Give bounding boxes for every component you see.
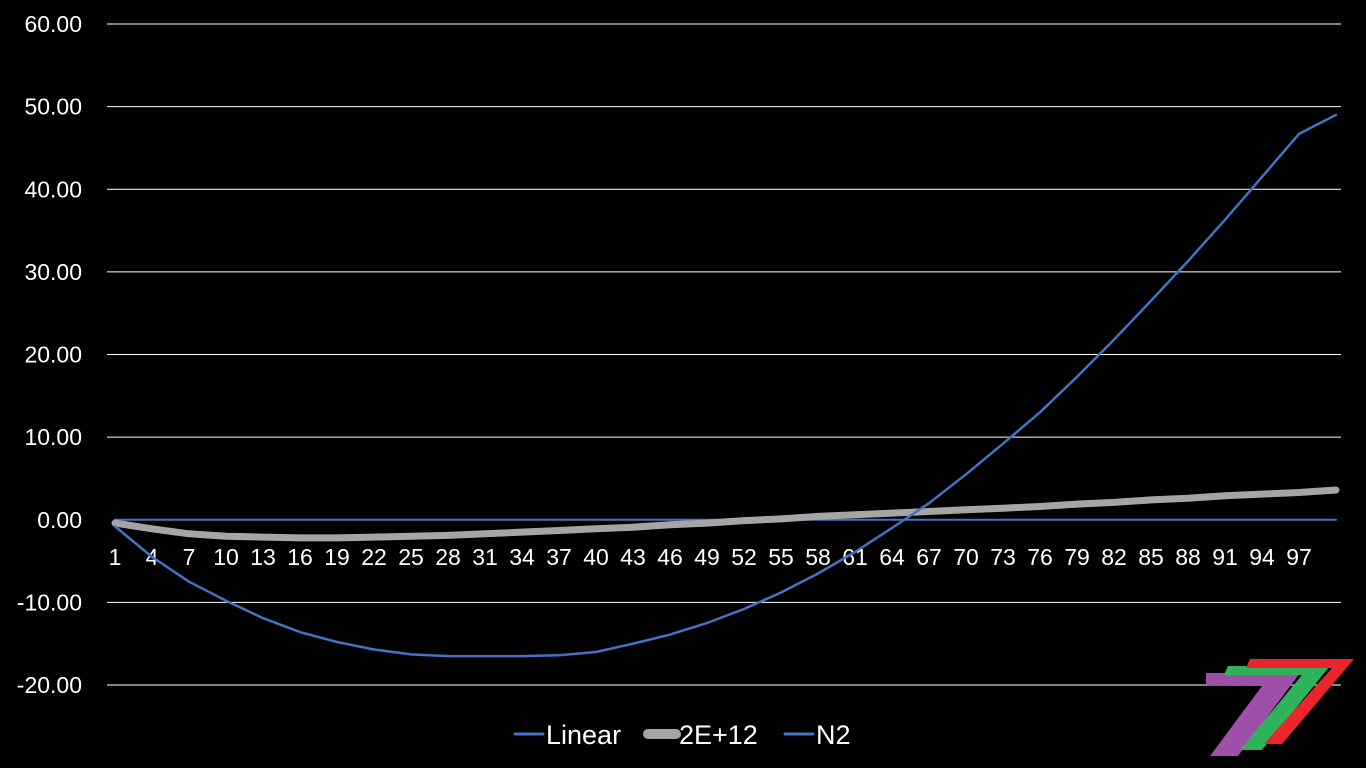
logo-purple-stripe: [1206, 673, 1300, 756]
series-lines: [111, 113, 1340, 658]
y-tick-label: 30.00: [24, 259, 82, 285]
legend-label: Linear: [546, 720, 621, 750]
x-tick-label: 22: [361, 544, 387, 570]
brand-logo: [1206, 659, 1354, 756]
gridlines: [107, 23, 1341, 686]
y-tick-label: 50.00: [24, 94, 82, 120]
x-tick-label: 64: [879, 544, 905, 570]
x-tick-label: 73: [990, 544, 1016, 570]
x-tick-label: 37: [546, 544, 572, 570]
y-tick-label: 0.00: [37, 507, 82, 533]
x-tick-label: 88: [1175, 544, 1201, 570]
legend-label: 2E+12: [679, 720, 758, 750]
x-tick-label: 85: [1138, 544, 1164, 570]
x-tick-label: 82: [1101, 544, 1127, 570]
legend-label: N2: [816, 720, 851, 750]
logo-green-stripe: [1224, 666, 1330, 750]
y-tick-label: 10.00: [24, 424, 82, 450]
x-tick-label: 43: [620, 544, 646, 570]
y-tick-label: 60.00: [24, 11, 82, 37]
x-tick-label: 55: [768, 544, 794, 570]
x-tick-label: 49: [694, 544, 720, 570]
x-tick-label: 7: [183, 544, 196, 570]
x-tick-label: 31: [472, 544, 498, 570]
series-line-1: [111, 486, 1340, 542]
x-tick-label: 34: [509, 544, 535, 570]
x-tick-label: 28: [435, 544, 461, 570]
x-tick-label: 13: [250, 544, 276, 570]
y-tick-label: -10.00: [17, 589, 82, 615]
x-tick-label: 40: [583, 544, 609, 570]
x-tick-label: 79: [1064, 544, 1090, 570]
x-tick-label: 19: [324, 544, 350, 570]
y-tick-label: 20.00: [24, 342, 82, 368]
x-tick-label: 25: [398, 544, 424, 570]
x-tick-label: 91: [1212, 544, 1238, 570]
x-tick-label: 58: [805, 544, 831, 570]
y-tick-label: -20.00: [17, 672, 82, 698]
x-tick-label: 97: [1286, 544, 1312, 570]
x-tick-label: 70: [953, 544, 979, 570]
y-axis-tick-labels: 60.00 50.00 40.00 30.00 20.00 10.00 0.00 -10.00…: [17, 11, 82, 698]
series-line-2: [113, 113, 1338, 658]
x-tick-label: 46: [657, 544, 683, 570]
x-tick-label: 16: [287, 544, 313, 570]
x-tick-label: 10: [213, 544, 239, 570]
x-tick-label: 1: [109, 544, 122, 570]
y-tick-label: 40.00: [24, 176, 82, 202]
x-axis-tick-labels: 1 4 7 10 13 16 19 22 25 28 31 34 37 40 43 46 49 52 55 58 61 6…: [109, 544, 1312, 570]
x-tick-label: 52: [731, 544, 757, 570]
x-tick-label: 67: [916, 544, 942, 570]
x-tick-label: 76: [1027, 544, 1053, 570]
logo-red-stripe: [1246, 659, 1354, 744]
x-tick-label: 94: [1249, 544, 1275, 570]
legend: Linear 2E+12 N2: [513, 720, 851, 750]
